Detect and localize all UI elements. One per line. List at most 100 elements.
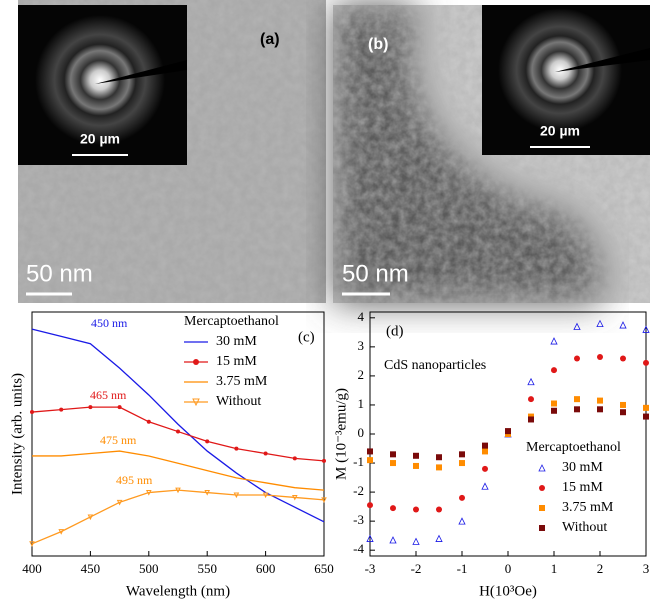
marker: [367, 457, 373, 463]
marker: [459, 451, 465, 457]
marker: [436, 507, 442, 513]
y-tick-label: 4: [358, 309, 365, 324]
marker: [597, 406, 603, 412]
y-tick-label: 0: [358, 425, 365, 440]
series-line: [32, 407, 324, 461]
marker: [390, 460, 396, 466]
y-axis-label: M (10⁻³emu/g): [333, 388, 349, 480]
marker: [118, 405, 122, 409]
y-tick-label: -2: [353, 483, 364, 498]
marker: [205, 439, 209, 443]
marker: [390, 537, 396, 543]
legend-label: 30 mM: [562, 460, 603, 475]
image-panel-b: 20 µm (b) 50 nm: [333, 5, 650, 303]
marker: [620, 409, 626, 415]
marker: [413, 463, 419, 469]
marker: [574, 406, 580, 412]
marker: [459, 460, 465, 466]
marker: [30, 410, 34, 414]
x-tick-label: 450: [81, 561, 101, 576]
chart-subtitle: CdS nanoparticles: [384, 358, 486, 373]
marker: [59, 408, 63, 412]
marker: [597, 321, 603, 327]
series-line: [32, 490, 324, 544]
marker: [482, 466, 488, 472]
marker: [643, 405, 649, 411]
legend-title: Mercaptoethanol: [526, 440, 621, 455]
y-tick-label: 3: [358, 338, 365, 353]
marker: [264, 452, 268, 456]
x-tick-label: 500: [139, 561, 159, 576]
marker: [459, 495, 465, 501]
panel-label: (c): [298, 329, 315, 345]
y-tick-label: 2: [358, 367, 365, 382]
marker: [436, 454, 442, 460]
peak-annotation: 450 nm: [91, 316, 128, 330]
marker: [413, 453, 419, 459]
legend-label: 15 mM: [216, 354, 257, 369]
marker: [390, 451, 396, 457]
marker: [528, 396, 534, 402]
marker: [482, 443, 488, 449]
marker: [539, 525, 545, 531]
x-axis-label: H(10³Oe): [479, 583, 537, 599]
peak-annotation: 475 nm: [100, 433, 137, 447]
marker: [413, 538, 419, 544]
marker: [367, 502, 373, 508]
panel-label: (b): [368, 36, 388, 53]
x-tick-label: -2: [411, 561, 422, 576]
marker: [551, 338, 557, 344]
marker: [482, 448, 488, 454]
marker: [620, 355, 626, 361]
marker: [293, 456, 297, 460]
marker: [176, 430, 180, 434]
marker: [574, 355, 580, 361]
legend-title: Mercaptoethanol: [184, 314, 279, 329]
marker: [574, 324, 580, 330]
panel-label: (d): [386, 323, 404, 339]
marker: [574, 396, 580, 402]
marker: [147, 420, 151, 424]
marker: [551, 367, 557, 373]
panel-label: (a): [260, 31, 280, 48]
y-tick-label: 1: [358, 396, 365, 411]
marker: [390, 505, 396, 511]
legend-label: 15 mM: [562, 480, 603, 495]
marker: [367, 448, 373, 454]
x-axis-label: Wavelength (nm): [126, 583, 230, 599]
x-tick-label: 650: [314, 561, 334, 576]
marker: [505, 428, 511, 434]
marker: [436, 464, 442, 470]
y-tick-label: -4: [353, 541, 364, 556]
marker: [643, 414, 649, 420]
peak-annotation: 465 nm: [90, 388, 127, 402]
marker: [193, 359, 199, 365]
legend-label: Without: [216, 394, 261, 409]
marker: [88, 405, 92, 409]
x-tick-label: 550: [197, 561, 217, 576]
x-tick-label: 400: [22, 561, 42, 576]
plot-frame: [32, 312, 324, 556]
x-tick-label: 2: [597, 561, 604, 576]
legend-label: 30 mM: [216, 334, 257, 349]
y-tick-label: -3: [353, 512, 364, 527]
scale-label: 50 nm: [26, 260, 93, 287]
marker: [482, 483, 488, 489]
marker: [539, 485, 545, 491]
marker: [539, 465, 545, 471]
x-tick-label: -3: [365, 561, 376, 576]
marker: [528, 379, 534, 385]
marker: [551, 408, 557, 414]
y-axis-label: Intensity (arb. units): [9, 373, 25, 495]
marker: [322, 459, 326, 463]
inset-scale-label: 20 µm: [80, 131, 120, 147]
x-tick-label: 1: [551, 561, 558, 576]
marker: [597, 354, 603, 360]
marker: [597, 398, 603, 404]
series-line: [32, 451, 324, 490]
x-tick-label: 3: [643, 561, 650, 576]
marker: [643, 360, 649, 366]
marker: [551, 401, 557, 407]
x-tick-label: 600: [256, 561, 276, 576]
legend-label: 3.75 mM: [216, 374, 268, 389]
